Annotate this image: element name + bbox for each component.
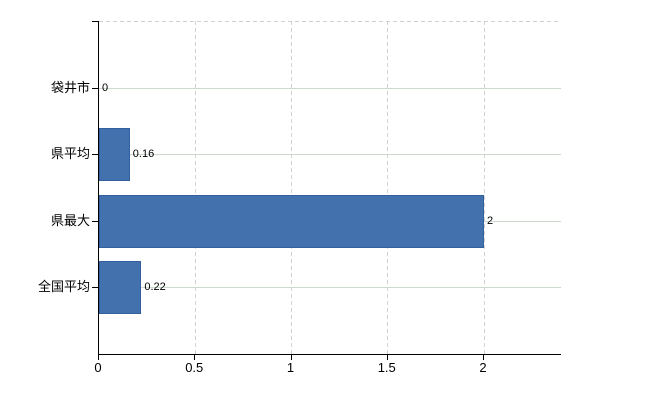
gridline-horizontal [99, 153, 561, 155]
bar-value-label: 0.22 [144, 281, 166, 293]
x-axis-tick [194, 355, 196, 360]
x-axis-tick-label: 1.5 [377, 360, 396, 375]
bar-value-label: 0.16 [132, 148, 155, 160]
y-axis-tick [92, 21, 98, 22]
x-axis-tick [98, 355, 99, 360]
bar-4 [99, 260, 142, 314]
x-axis-tick [386, 355, 388, 360]
y-axis-tick [92, 154, 98, 155]
plot-top-border [99, 21, 561, 22]
x-axis-tick [483, 355, 484, 360]
y-axis-label: 全国平均 [37, 279, 90, 294]
gridline-horizontal [99, 87, 561, 89]
x-axis-tick [290, 355, 292, 360]
gridline-vertical [291, 21, 292, 354]
gridline-vertical [483, 21, 485, 354]
gridline-vertical [194, 21, 196, 354]
gridline-horizontal [99, 286, 561, 288]
bar-value-label: 0 [102, 82, 109, 94]
x-axis-tick-label: 0.5 [185, 360, 204, 375]
plot-area: 0 0.16 2 0.22 [98, 21, 561, 355]
x-axis-tick-label: 1 [286, 360, 295, 375]
gridline-vertical [387, 21, 389, 354]
y-axis-label: 県平均 [50, 146, 90, 161]
bar-value-label: 2 [487, 215, 494, 227]
y-axis-tick [92, 287, 98, 288]
bar-2 [99, 127, 130, 181]
y-axis-tick [92, 221, 98, 222]
y-axis-tick [92, 88, 98, 89]
x-axis-tick-label: 0 [94, 360, 102, 375]
y-axis-label: 県最大 [50, 213, 90, 228]
bar-3 [99, 194, 484, 248]
x-axis-tick-label: 2 [479, 360, 487, 375]
y-axis-label: 袋井市 [50, 80, 90, 95]
